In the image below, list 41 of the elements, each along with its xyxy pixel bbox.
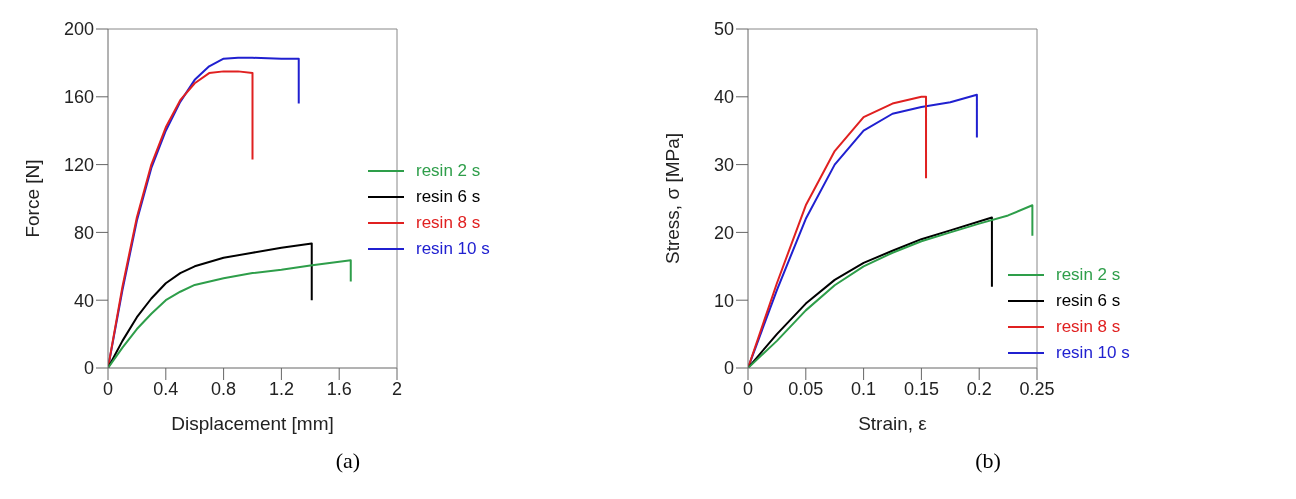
x-tick-label: 1.2 (268, 378, 294, 399)
line-series (748, 95, 928, 368)
text: (a) (334, 448, 362, 474)
line-series (108, 259, 352, 368)
x-tick-label: 0.4 (153, 378, 179, 399)
y-tick-label: 0 (723, 358, 734, 379)
x-tick-label: 0.1 (851, 378, 877, 399)
y-tick-label: 20 (713, 222, 734, 243)
x-tick-label: 2 (391, 378, 403, 399)
legend-label: resin 2 s (1056, 264, 1121, 286)
y-tick-label: 200 (63, 19, 94, 40)
x-tick-label: 0 (102, 378, 114, 399)
x-tick-label: 0.2 (966, 378, 992, 399)
x-tick-label: 0.05 (788, 378, 824, 399)
y-tick-label: 10 (713, 290, 734, 311)
y-axis-title: Stress, σ [MPa] (661, 132, 683, 265)
y-tick-label: 50 (713, 19, 734, 40)
x-tick-label: 1.6 (326, 378, 352, 399)
text: (b) (974, 448, 1002, 474)
legend-label: resin 8 s (1056, 316, 1121, 338)
x-tick-label: 0.15 (903, 378, 939, 399)
line-series (748, 204, 1034, 368)
x-axis-title: Displacement [mm] (171, 413, 334, 434)
legend-label: resin 10 s (416, 238, 490, 260)
y-tick-label: 0 (83, 358, 94, 379)
y-tick-label: 160 (63, 87, 94, 108)
y-tick-label: 40 (73, 290, 94, 311)
legend-label: resin 10 s (1056, 342, 1130, 364)
legend-label: resin 6 s (1056, 290, 1121, 312)
x-tick-label: 0.25 (1019, 378, 1055, 399)
x-tick-label: 0.8 (211, 378, 237, 399)
x-tick-label: 0 (742, 378, 754, 399)
legend-label: resin 8 s (416, 212, 481, 234)
y-tick-label: 30 (713, 154, 734, 175)
y-tick-label: 40 (713, 87, 734, 108)
x-axis-title: Strain, ε (858, 413, 928, 434)
y-tick-label: 120 (63, 154, 94, 175)
y-axis-title: Force [N] (21, 159, 43, 238)
legend-label: resin 2 s (416, 160, 481, 182)
y-tick-label: 80 (73, 222, 94, 243)
legend-label: resin 6 s (416, 186, 481, 208)
